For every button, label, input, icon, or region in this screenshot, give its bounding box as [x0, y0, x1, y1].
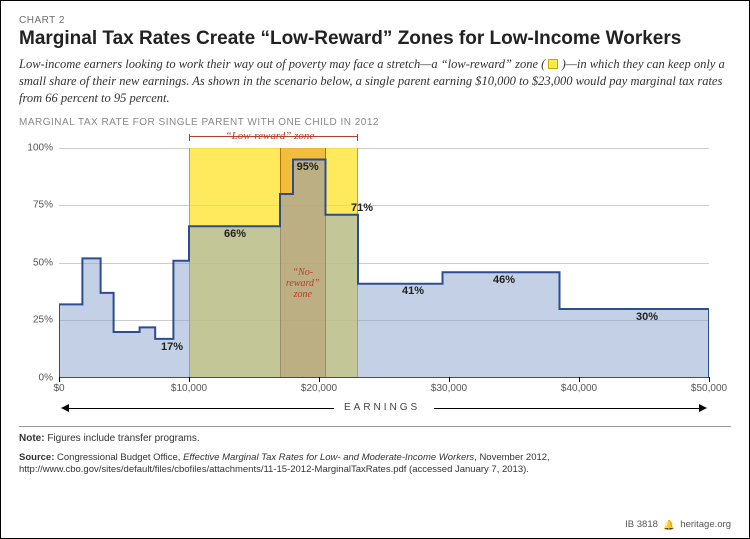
footer: IB 3818 🔔 heritage.org [625, 519, 731, 530]
arrow-head-right-icon [699, 404, 707, 412]
footer-id: IB 3818 [625, 519, 658, 530]
earnings-arrow-left [69, 408, 334, 409]
x-axis-label: $0 [53, 377, 64, 394]
chart-container: CHART 2 Marginal Tax Rates Create “Low-R… [0, 0, 750, 539]
y-axis-label: 25% [33, 315, 59, 326]
step-chart [59, 148, 709, 378]
y-axis-label: 50% [33, 257, 59, 268]
x-axis-title: EARNINGS [344, 402, 420, 413]
low-reward-swatch-icon [548, 59, 558, 69]
chart-title: Marginal Tax Rates Create “Low-Reward” Z… [19, 28, 731, 50]
y-axis-label: 100% [27, 142, 59, 153]
y-axis-label: 75% [33, 200, 59, 211]
low-reward-label: “Low-reward” zone [226, 130, 315, 142]
y-axis-description: MARGINAL TAX RATE FOR SINGLE PARENT WITH… [19, 117, 731, 128]
source-text: Congressional Budget Office, [54, 452, 183, 463]
footer-site: heritage.org [680, 519, 731, 530]
separator [19, 426, 731, 427]
no-reward-label: “No-reward”zone [278, 267, 328, 300]
plot-area: 0%25%50%75%100%“Low-reward” zone“No-rewa… [19, 130, 719, 420]
value-annotation: 46% [493, 274, 515, 286]
value-annotation: 66% [224, 228, 246, 240]
value-annotation: 41% [402, 285, 424, 297]
value-annotation: 95% [297, 161, 319, 173]
x-axis-label: $30,000 [431, 377, 467, 394]
value-annotation: 71% [351, 202, 373, 214]
note-text: Figures include transfer programs. [45, 433, 200, 444]
x-axis-label: $40,000 [561, 377, 597, 394]
bell-icon: 🔔 [663, 520, 675, 531]
arrow-head-left-icon [61, 404, 69, 412]
source-title: Effective Marginal Tax Rates for Low- an… [183, 452, 474, 463]
x-axis-label: $10,000 [171, 377, 207, 394]
chart-number: CHART 2 [19, 15, 731, 26]
earnings-arrow-right [434, 408, 699, 409]
value-annotation: 30% [636, 311, 658, 323]
note-label: Note: [19, 433, 45, 444]
x-axis-label: $20,000 [301, 377, 337, 394]
x-axis-label: $50,000 [691, 377, 727, 394]
plot: 0%25%50%75%100%“Low-reward” zone“No-rewa… [59, 148, 709, 378]
value-annotation: 17% [161, 341, 183, 353]
source-label: Source: [19, 452, 54, 463]
source: Source: Congressional Budget Office, Eff… [19, 452, 731, 477]
note: Note: Figures include transfer programs. [19, 433, 731, 444]
subtitle-part-a: Low-income earners looking to work their… [19, 57, 545, 71]
chart-subtitle: Low-income earners looking to work their… [19, 56, 731, 107]
